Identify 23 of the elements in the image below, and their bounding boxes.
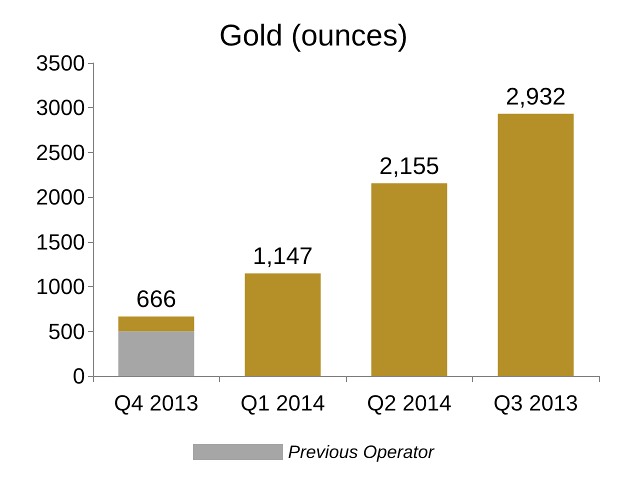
- legend-label: Previous Operator: [288, 442, 436, 462]
- y-tick-label: 3000: [36, 95, 85, 120]
- x-tick-label: Q4 2013: [114, 390, 198, 416]
- bar: [244, 273, 321, 376]
- chart-title: Gold (ounces): [219, 20, 408, 52]
- y-tick-label: 500: [48, 318, 85, 344]
- total-label: 666: [136, 286, 176, 313]
- bar: [118, 316, 194, 332]
- y-tick-label: 2000: [36, 184, 85, 210]
- bar: [371, 183, 448, 376]
- y-tick-label: 1500: [36, 229, 85, 254]
- x-tick-label: Q1 2014: [240, 390, 325, 416]
- total-label: 2,932: [506, 83, 566, 110]
- total-label: 2,155: [379, 152, 440, 180]
- y-tick-label: 3500: [36, 50, 85, 76]
- y-tick-label: 1000: [36, 274, 85, 300]
- bar: [118, 331, 194, 376]
- bar: [498, 114, 574, 376]
- x-tick-label: Q3 2013: [494, 390, 578, 416]
- total-label: 1,147: [252, 242, 313, 270]
- y-tick-label: 2500: [36, 140, 85, 165]
- x-tick-label: Q2 2014: [367, 390, 452, 416]
- y-tick-label: 0: [72, 364, 85, 388]
